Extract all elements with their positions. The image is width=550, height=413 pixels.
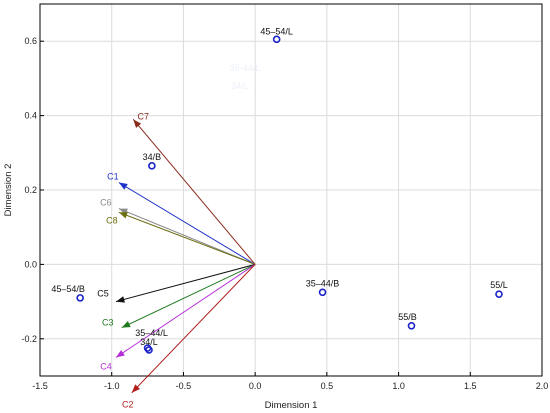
vector-label: C8 (106, 215, 118, 225)
data-point (407, 321, 416, 330)
vector-arrowhead (118, 182, 128, 190)
x-axis-label: Dimension 1 (265, 400, 318, 411)
vector-line (115, 263, 256, 303)
vector-arrowhead (131, 384, 140, 393)
y-tick-label: -0.2 (21, 334, 37, 344)
x-tick-label: -1.0 (104, 381, 120, 391)
point-label: 45–54/B (51, 284, 85, 294)
y-tick-label: 0.6 (24, 36, 37, 46)
point-label: 45–54/L (260, 26, 293, 36)
data-point (148, 162, 156, 170)
x-tick-label: 0.0 (249, 381, 262, 391)
y-axis-label: Dimension 2 (3, 164, 14, 217)
y-tick-label: 0.2 (24, 185, 37, 195)
point-label: 35–44/L (135, 328, 168, 338)
faint-label: 35-44/L (230, 63, 261, 73)
x-axis-ticks: -1.5 -1.0 -0.5 0.0 0.5 1.0 1.5 2.0 (32, 372, 548, 391)
vector-arrowhead (118, 212, 128, 219)
vector-arrowhead (116, 296, 125, 303)
x-tick-label: 0.5 (321, 381, 334, 391)
x-tick-label: 1.5 (464, 381, 477, 391)
data-point (76, 294, 84, 302)
x-tick-label: 2.0 (536, 381, 549, 391)
vector-line (118, 211, 256, 265)
point-label: 55/B (398, 312, 417, 322)
vectors: C7 C1 C6 C8 C5 C3 C4 C2 (97, 111, 256, 410)
vector-label: C3 (102, 318, 114, 328)
gridlines (40, 4, 542, 376)
vector-line (121, 263, 256, 329)
points: 45–54/L 34/B 45–54/B 35–44/B 55/L 55/B 35–44/L… (51, 26, 508, 354)
data-point (272, 35, 281, 44)
data-point (495, 290, 503, 298)
vector-label: C6 (100, 198, 112, 208)
point-label: 34/L (140, 337, 158, 347)
vector-label: C7 (137, 111, 149, 121)
x-tick-label: 1.0 (392, 381, 405, 391)
data-point (318, 288, 327, 297)
vector-line (118, 182, 256, 265)
point-label: 34/B (143, 152, 162, 162)
y-axis-ticks: -0.2 0.0 0.2 0.4 0.6 (21, 36, 44, 344)
y-tick-label: 0.0 (24, 259, 37, 269)
x-tick-label: -1.5 (32, 381, 48, 391)
vector-line (118, 208, 256, 265)
vector-arrowhead (121, 321, 131, 328)
data-point (145, 346, 153, 354)
vector-line (132, 118, 256, 265)
faint-labels: 35-44/L 34/L (230, 63, 261, 91)
vector-arrowhead (116, 349, 125, 358)
vector-label: C5 (97, 289, 109, 299)
x-tick-label: -0.5 (176, 381, 192, 391)
faint-label: 34/L (231, 81, 249, 91)
vector-line (115, 263, 256, 358)
vector-label: C4 (100, 361, 112, 371)
y-tick-label: 0.4 (24, 111, 37, 121)
vector-label: C2 (122, 400, 134, 410)
vector-line (131, 264, 256, 394)
vector-label: C1 (107, 172, 119, 182)
vector-arrowhead (133, 119, 142, 128)
point-label: 35–44/B (306, 278, 340, 288)
point-label: 55/L (490, 280, 508, 290)
